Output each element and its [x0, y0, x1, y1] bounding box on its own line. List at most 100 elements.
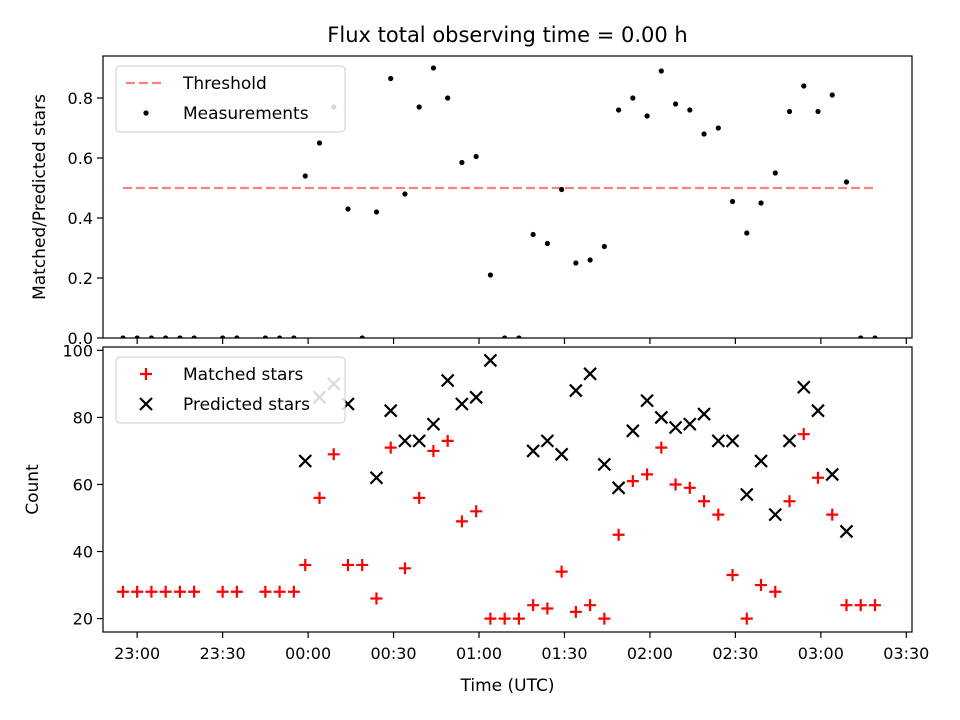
measurements-point [134, 335, 140, 338]
predicted-stars-point [640, 393, 654, 408]
matched-stars-point [327, 448, 340, 461]
matched-stars-point [131, 585, 144, 598]
x-tick-label: 23:00 [114, 644, 160, 663]
measurements-point [163, 335, 169, 338]
x-tick-label: 02:00 [627, 644, 673, 663]
matched-stars-point [712, 508, 725, 521]
legend: Matched stars Predicted stars [115, 356, 346, 424]
predicted-stars-point [825, 467, 840, 482]
legend-box [115, 356, 346, 424]
predicted-stars-point [754, 454, 768, 468]
matched-stars-point [826, 508, 839, 521]
matched-stars-point [273, 585, 286, 598]
matched-stars-point [669, 478, 682, 491]
matched-stars-point [569, 605, 582, 618]
measurements-point [615, 107, 622, 113]
predicted-stars-point [796, 380, 811, 395]
x-tick-label: 03:30 [883, 644, 929, 663]
matched-stars-point [341, 558, 354, 571]
y-tick-label: 60 [73, 475, 93, 494]
y-axis-label: Matched/Predicted stars [30, 94, 50, 300]
legend-swatch-measurements [143, 110, 149, 116]
measurements-point [715, 125, 721, 131]
matched-stars-point [612, 528, 625, 541]
measurements-point [744, 230, 750, 236]
x-axis-label: Time (UTC) [460, 676, 555, 696]
predicted-stars-point [683, 417, 697, 431]
measurements-point [815, 108, 821, 115]
matched-stars-point [116, 585, 129, 598]
legend-swatch-predicted-stars [139, 397, 153, 411]
bottom-axes-counts: 20 40 60 80 100 23:00 23:30 00:00 00:30 01:00 01:3… [23, 341, 929, 696]
measurements-point [316, 140, 323, 146]
measurements-point [544, 240, 550, 247]
measurements-point [559, 186, 565, 193]
matched-stars-point [498, 612, 511, 625]
matched-stars-point [626, 475, 639, 488]
legend: Threshold Measurements [115, 65, 346, 133]
y-tick-label: 40 [73, 543, 93, 562]
matched-stars-point [173, 585, 186, 598]
predicted-stars-point [569, 383, 583, 398]
plot-area [120, 65, 878, 338]
axes-frame [102, 346, 913, 633]
measurements-point [829, 92, 835, 98]
measurements-point [177, 335, 183, 338]
measurements-point [672, 101, 679, 107]
measurements-point [473, 153, 479, 160]
legend-label-predicted-stars: Predicted stars [183, 395, 310, 415]
matched-stars-point [216, 585, 229, 598]
y-tick-label: 0.4 [68, 209, 93, 228]
matched-stars-point [527, 599, 540, 612]
measurements-point [630, 95, 636, 101]
matched-stars-point [398, 562, 411, 575]
measurements-point [148, 335, 155, 338]
measurements-point [772, 170, 778, 176]
matched-stars-point [598, 612, 611, 625]
measurements-point [302, 173, 308, 179]
y-tick-label: 80 [73, 408, 93, 427]
matched-stars-point [641, 468, 654, 481]
predicted-stars-point [583, 367, 597, 381]
x-tick-label: 00:30 [371, 644, 417, 663]
measurements-point [359, 335, 365, 338]
measurements-point [402, 191, 408, 197]
matched-stars-point [868, 599, 881, 612]
matched-stars-point [740, 612, 753, 625]
measurements-point [786, 108, 793, 115]
axes-frame [102, 55, 913, 339]
predicted-stars-point [740, 487, 754, 502]
matched-stars-point [470, 505, 483, 518]
predicted-stars-point [469, 390, 483, 405]
measurements-point [701, 131, 707, 137]
predicted-stars-point [426, 417, 441, 431]
predicted-stars-point [839, 524, 854, 539]
measurements-point [191, 335, 197, 338]
predicted-stars-point [668, 420, 683, 435]
legend-label-measurements: Measurements [183, 104, 309, 124]
matched-stars-point [427, 444, 440, 457]
measurements-point [758, 200, 764, 206]
predicted-stars-point [811, 403, 825, 418]
plot-area [116, 353, 881, 625]
measurements-point [843, 179, 850, 185]
legend-label-threshold: Threshold [182, 74, 267, 94]
predicted-stars-point [782, 434, 797, 448]
legend-box [115, 65, 346, 133]
chart-title: Flux total observing time = 0.00 h [327, 23, 687, 47]
predicted-stars-point [654, 410, 669, 425]
matched-stars-point [299, 558, 312, 571]
predicted-stars-point [483, 353, 498, 368]
matched-stars-point [655, 441, 668, 454]
measurements-point [388, 75, 394, 82]
legend-swatch-matched-stars [140, 368, 152, 380]
measurements-point [573, 260, 579, 266]
measurements-point [729, 198, 736, 205]
x-tick-label: 23:30 [200, 644, 246, 663]
measurements-point [587, 257, 593, 263]
measurements-point [858, 335, 864, 338]
matched-stars-point [356, 558, 369, 571]
predicted-stars-point [398, 434, 412, 448]
predicted-stars-point [711, 434, 726, 448]
matched-stars-point [854, 599, 867, 612]
